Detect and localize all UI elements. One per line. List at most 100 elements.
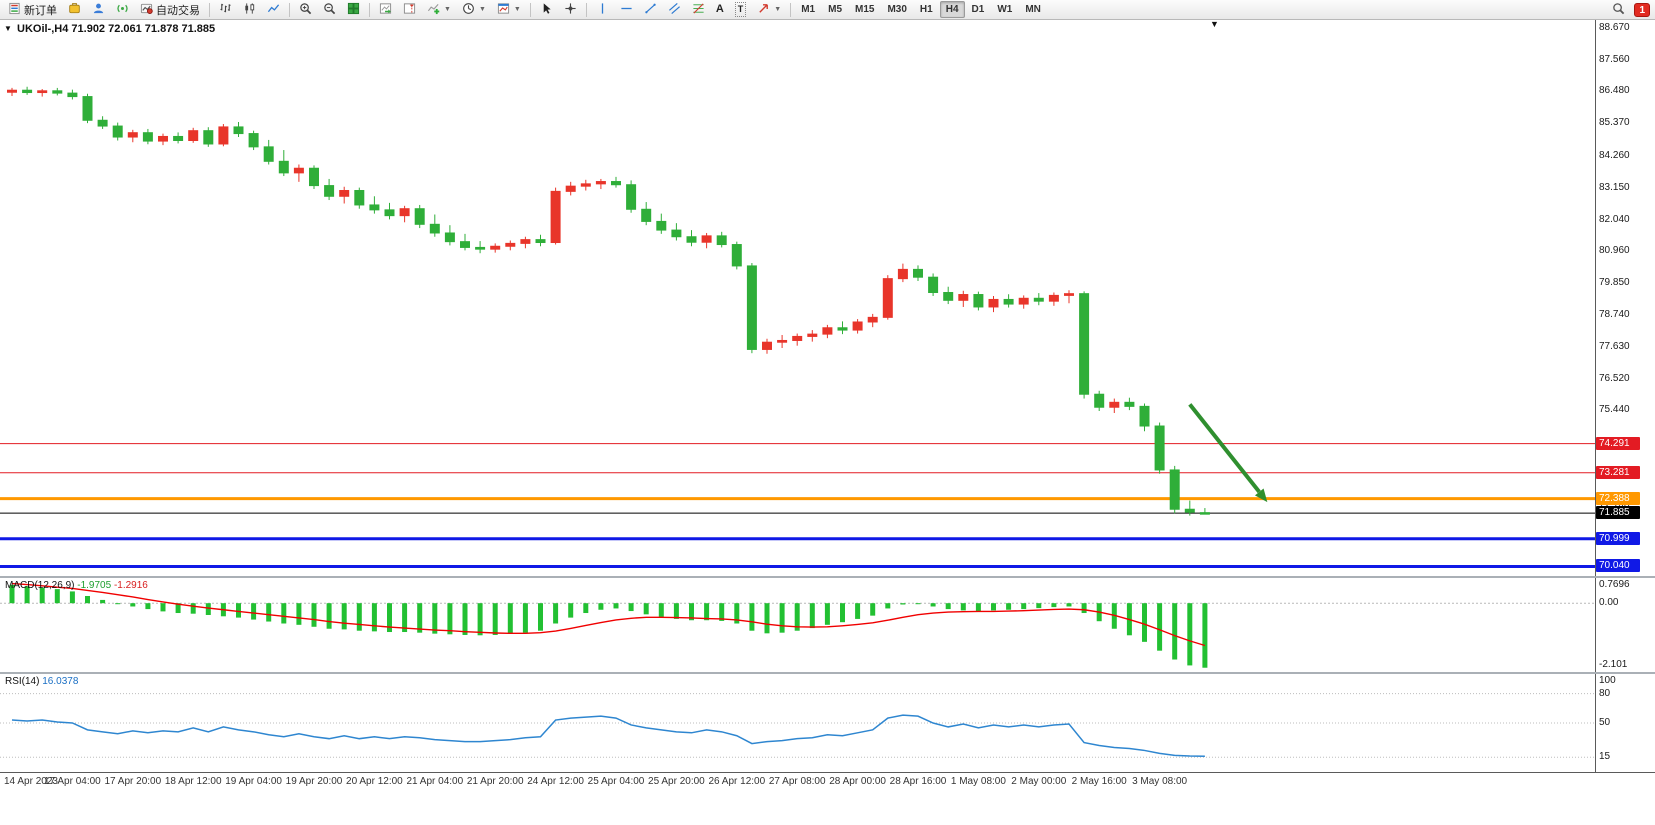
candle[interactable] xyxy=(203,127,214,147)
candle[interactable] xyxy=(882,275,893,320)
periods-button[interactable]: ▼ xyxy=(457,1,491,19)
one-click-trading-arrow[interactable]: ▼ xyxy=(4,24,12,33)
candle[interactable] xyxy=(1124,397,1135,411)
candle[interactable] xyxy=(686,230,697,247)
candle[interactable] xyxy=(188,127,199,143)
horizontal-line-button[interactable] xyxy=(615,1,638,19)
templates-button[interactable]: ▼ xyxy=(492,1,526,19)
rsi-axis[interactable]: 100 80 50 15 xyxy=(1595,674,1655,772)
candle[interactable] xyxy=(354,187,365,209)
trendline-button[interactable] xyxy=(639,1,662,19)
candle[interactable] xyxy=(429,214,440,237)
search-button[interactable] xyxy=(1607,1,1630,19)
candle[interactable] xyxy=(278,150,289,177)
candle[interactable] xyxy=(369,196,380,214)
candle[interactable] xyxy=(807,330,818,342)
candle[interactable] xyxy=(218,124,229,147)
candle[interactable] xyxy=(22,86,33,95)
candle[interactable] xyxy=(309,165,319,190)
candle[interactable] xyxy=(913,265,923,281)
candle[interactable] xyxy=(263,139,274,165)
candle[interactable] xyxy=(535,234,546,247)
market-watch-button[interactable] xyxy=(63,1,86,19)
chart-shift-button[interactable] xyxy=(398,1,421,19)
timeframe-button-M5[interactable]: M5 xyxy=(828,4,843,15)
timeframe-button-MN[interactable]: MN xyxy=(1025,4,1041,15)
candle[interactable] xyxy=(444,225,455,246)
timeframe-button-M1[interactable]: M1 xyxy=(801,4,816,15)
candle[interactable] xyxy=(293,164,304,182)
candle[interactable] xyxy=(822,324,833,339)
candle[interactable] xyxy=(127,129,138,143)
notification-badge[interactable]: 1 xyxy=(1634,2,1650,17)
pane-separator[interactable] xyxy=(0,672,1655,674)
candle[interactable] xyxy=(701,232,712,249)
text-label-tool-button[interactable]: T xyxy=(730,1,752,19)
pane-separator[interactable] xyxy=(0,576,1655,578)
candle[interactable] xyxy=(611,176,621,188)
candle[interactable] xyxy=(988,295,999,313)
candle[interactable] xyxy=(777,334,788,348)
arrows-tool-button[interactable]: ▼ xyxy=(752,1,786,19)
main-chart-pane[interactable]: ▼ UKOil-,H4 71.902 72.061 71.878 71.885 … xyxy=(0,20,1595,576)
timeframe-button-M15[interactable]: M15 xyxy=(855,4,875,15)
macd-axis[interactable]: 0.7696 0.00 -2.101 xyxy=(1595,578,1655,672)
line-chart-button[interactable] xyxy=(262,1,285,19)
candle[interactable] xyxy=(973,291,984,311)
candle[interactable] xyxy=(248,130,259,151)
candle[interactable] xyxy=(1018,295,1029,309)
add-indicator-button[interactable]: ▼ xyxy=(422,1,456,19)
candle[interactable] xyxy=(233,122,244,138)
candle[interactable] xyxy=(716,231,727,248)
candle[interactable] xyxy=(1184,500,1195,516)
candle[interactable] xyxy=(897,263,908,283)
timeframe-button-W1[interactable]: W1 xyxy=(997,4,1013,15)
autotrade-button[interactable]: 自动交易 xyxy=(135,1,205,19)
candle[interactable] xyxy=(1033,293,1044,306)
price-axis[interactable]: 88.670 87.560 86.480 85.370 84.260 83.150 82.0… xyxy=(1595,20,1655,576)
candle[interactable] xyxy=(1064,290,1074,304)
candle[interactable] xyxy=(460,233,470,251)
candle[interactable] xyxy=(1139,403,1150,432)
candle[interactable] xyxy=(490,243,501,253)
candlestick-chart-button[interactable] xyxy=(238,1,261,19)
candle[interactable] xyxy=(762,338,772,354)
candle[interactable] xyxy=(837,321,848,335)
candle[interactable] xyxy=(1048,292,1059,306)
rsi-pane[interactable]: RSI(14) 16.0378 xyxy=(0,674,1595,772)
fibonacci-button[interactable] xyxy=(687,1,710,19)
candle[interactable] xyxy=(867,313,878,328)
candle[interactable] xyxy=(1003,294,1014,308)
timeframe-button-H4[interactable]: H4 xyxy=(939,1,965,18)
zoom-in-button[interactable] xyxy=(294,1,317,19)
macd-pane[interactable]: MACD(12,26,9) -1.9705 -1.2916 xyxy=(0,578,1595,672)
candle[interactable] xyxy=(792,333,803,346)
candle[interactable] xyxy=(656,213,667,234)
candle[interactable] xyxy=(158,133,168,146)
candlestick-chart[interactable] xyxy=(0,20,1595,576)
candle[interactable] xyxy=(97,116,108,129)
candle[interactable] xyxy=(339,186,350,204)
candle[interactable] xyxy=(626,180,637,213)
vertical-line-button[interactable] xyxy=(591,1,614,19)
candle[interactable] xyxy=(943,286,954,305)
candle[interactable] xyxy=(7,87,17,97)
equidistant-channel-button[interactable] xyxy=(663,1,686,19)
candle[interactable] xyxy=(1094,390,1105,411)
candle[interactable] xyxy=(671,223,682,241)
candle[interactable] xyxy=(399,205,410,223)
candle[interactable] xyxy=(414,204,425,229)
candle[interactable] xyxy=(928,273,939,296)
candle[interactable] xyxy=(580,179,591,191)
candle[interactable] xyxy=(384,202,395,220)
tile-windows-button[interactable] xyxy=(342,1,365,19)
crosshair-button[interactable] xyxy=(559,1,582,19)
candle[interactable] xyxy=(746,263,757,354)
candle[interactable] xyxy=(67,89,78,100)
candle[interactable] xyxy=(520,236,531,249)
candle[interactable] xyxy=(731,241,742,270)
candle[interactable] xyxy=(1169,465,1180,514)
trend-arrow-annotation[interactable] xyxy=(1188,403,1268,503)
candle[interactable] xyxy=(37,89,48,97)
zoom-out-button[interactable] xyxy=(318,1,341,19)
